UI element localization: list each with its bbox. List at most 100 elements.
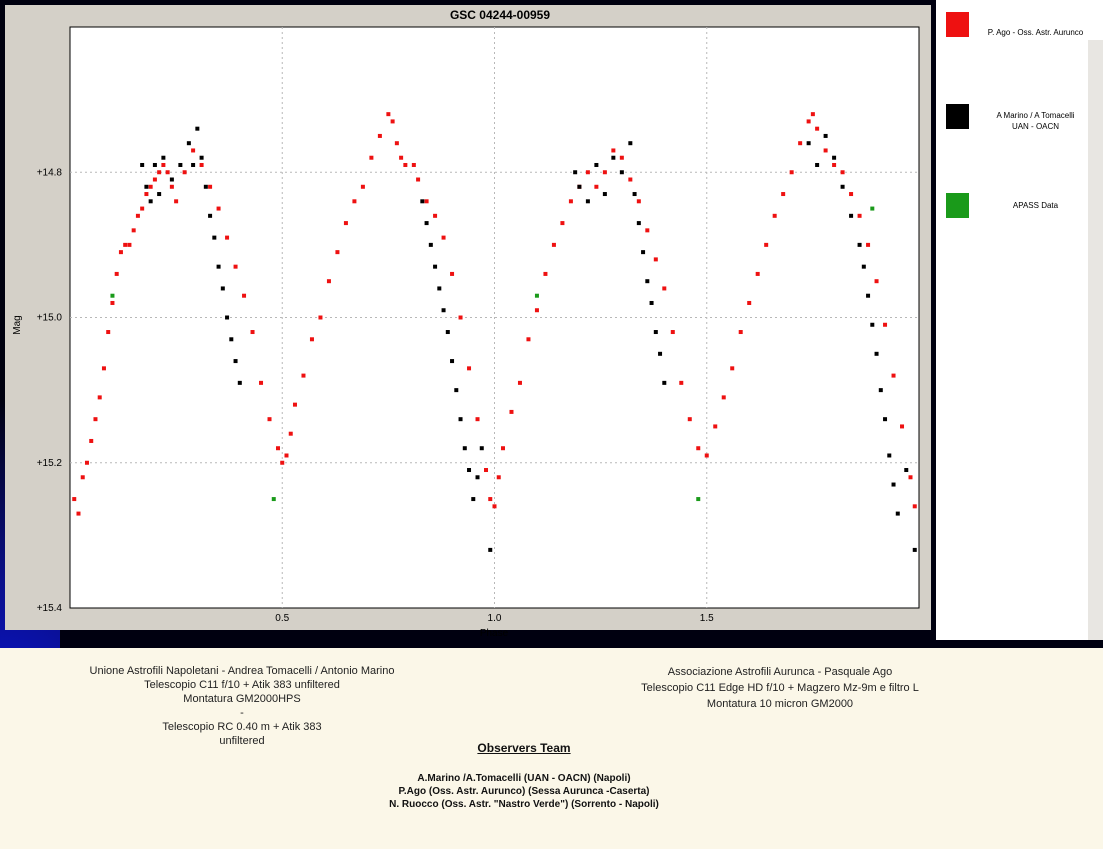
data-point-series-0	[713, 424, 718, 429]
data-point-series-1	[658, 351, 663, 356]
data-point-series-0	[394, 141, 399, 146]
data-point-series-0	[866, 242, 871, 247]
data-point-series-0	[687, 417, 692, 422]
data-point-series-1	[585, 199, 590, 204]
data-point-series-1	[445, 330, 450, 335]
data-point-series-1	[662, 380, 667, 385]
data-point-series-1	[433, 264, 438, 269]
data-point-series-1	[645, 279, 650, 284]
data-point-series-0	[823, 148, 828, 153]
data-point-series-0	[475, 417, 480, 422]
data-point-series-0	[467, 366, 472, 371]
data-point-series-0	[433, 213, 438, 218]
data-point-series-1	[208, 213, 213, 218]
data-point-series-0	[292, 402, 297, 407]
x-axis-label: Phase	[480, 628, 509, 639]
right-info-line: Telescopio C11 Edge HD f/10 + Magzero Mz…	[641, 682, 919, 694]
data-point-series-0	[76, 511, 81, 516]
data-point-series-0	[72, 497, 77, 502]
left-info-line: Unione Astrofili Napoletani - Andrea Tom…	[89, 665, 395, 677]
data-point-series-0	[496, 475, 501, 480]
data-point-series-0	[267, 417, 272, 422]
right-info-line: Associazione Astrofili Aurunca - Pasqual…	[667, 666, 893, 678]
data-point-series-0	[424, 199, 429, 204]
observers-list: A.Marino /A.Tomacelli (UAN - OACN) (Napo…	[260, 772, 788, 811]
data-point-series-0	[585, 170, 590, 175]
data-point-series-2	[110, 293, 115, 298]
data-point-series-0	[670, 330, 675, 335]
data-point-series-0	[517, 380, 522, 385]
data-points	[72, 112, 917, 552]
data-point-series-1	[152, 162, 157, 167]
data-point-series-1	[212, 235, 217, 240]
x-tick-label: 1.5	[700, 613, 714, 624]
data-point-series-1	[641, 250, 646, 255]
data-point-series-1	[454, 388, 459, 393]
grid-lines	[70, 27, 919, 608]
data-point-series-1	[216, 264, 221, 269]
data-point-series-1	[653, 330, 658, 335]
data-point-series-0	[747, 300, 752, 305]
data-point-series-0	[721, 395, 726, 400]
data-point-series-0	[127, 242, 132, 247]
data-point-series-0	[730, 366, 735, 371]
data-point-series-0	[908, 475, 913, 480]
data-point-series-0	[798, 141, 803, 146]
data-point-series-0	[182, 170, 187, 175]
data-point-series-1	[573, 170, 578, 175]
data-point-series-1	[428, 242, 433, 247]
data-point-series-1	[475, 475, 480, 480]
data-point-series-0	[560, 221, 565, 226]
observer-entry: A.Marino /A.Tomacelli (UAN - OACN) (Napo…	[417, 773, 631, 784]
data-point-series-0	[500, 446, 505, 451]
data-point-series-1	[237, 380, 242, 385]
y-tick-label: +15.4	[37, 603, 63, 614]
data-point-series-0	[594, 184, 599, 189]
data-point-series-1	[611, 155, 616, 160]
data-point-series-0	[696, 446, 701, 451]
legend-side-strip	[1088, 40, 1103, 640]
data-point-series-0	[225, 235, 230, 240]
data-point-series-0	[484, 468, 489, 473]
data-point-series-1	[471, 497, 476, 502]
data-point-series-0	[114, 271, 119, 276]
data-point-series-0	[301, 373, 306, 378]
data-point-series-1	[849, 213, 854, 218]
data-point-series-1	[806, 141, 811, 146]
observers-team-title: Observers Team	[477, 741, 571, 755]
data-point-series-0	[755, 271, 760, 276]
data-point-series-0	[781, 192, 786, 197]
data-point-series-1	[229, 337, 234, 342]
data-point-series-1	[649, 300, 654, 305]
data-point-series-0	[93, 417, 98, 422]
y-tick-label: +14.8	[37, 167, 63, 178]
legend-label-ago: P. Ago - Oss. Astr. Aurunco	[987, 28, 1084, 37]
data-point-series-0	[318, 315, 323, 320]
data-point-series-0	[284, 453, 289, 458]
observer-entry: N. Ruocco (Oss. Astr. "Nastro Verde") (S…	[389, 799, 659, 810]
data-point-series-1	[458, 417, 463, 422]
x-tick-label: 1.0	[488, 613, 502, 624]
data-point-series-0	[399, 155, 404, 160]
data-point-series-0	[335, 250, 340, 255]
data-point-series-0	[628, 177, 633, 182]
data-point-series-1	[895, 511, 900, 516]
x-tick-label: 0.5	[275, 613, 289, 624]
data-point-series-0	[912, 504, 917, 509]
data-point-series-0	[815, 126, 820, 131]
data-point-series-1	[203, 184, 208, 189]
data-point-series-0	[216, 206, 221, 211]
data-point-series-1	[594, 162, 599, 167]
data-point-series-1	[488, 547, 493, 552]
data-point-series-0	[280, 460, 285, 465]
data-point-series-1	[420, 199, 425, 204]
legend-swatch-red	[946, 12, 969, 37]
data-point-series-0	[199, 162, 204, 167]
data-point-series-1	[199, 155, 204, 160]
data-point-series-0	[738, 330, 743, 335]
data-point-series-0	[343, 221, 348, 226]
data-point-series-0	[543, 271, 548, 276]
data-point-series-1	[220, 286, 225, 291]
data-point-series-1	[887, 453, 892, 458]
